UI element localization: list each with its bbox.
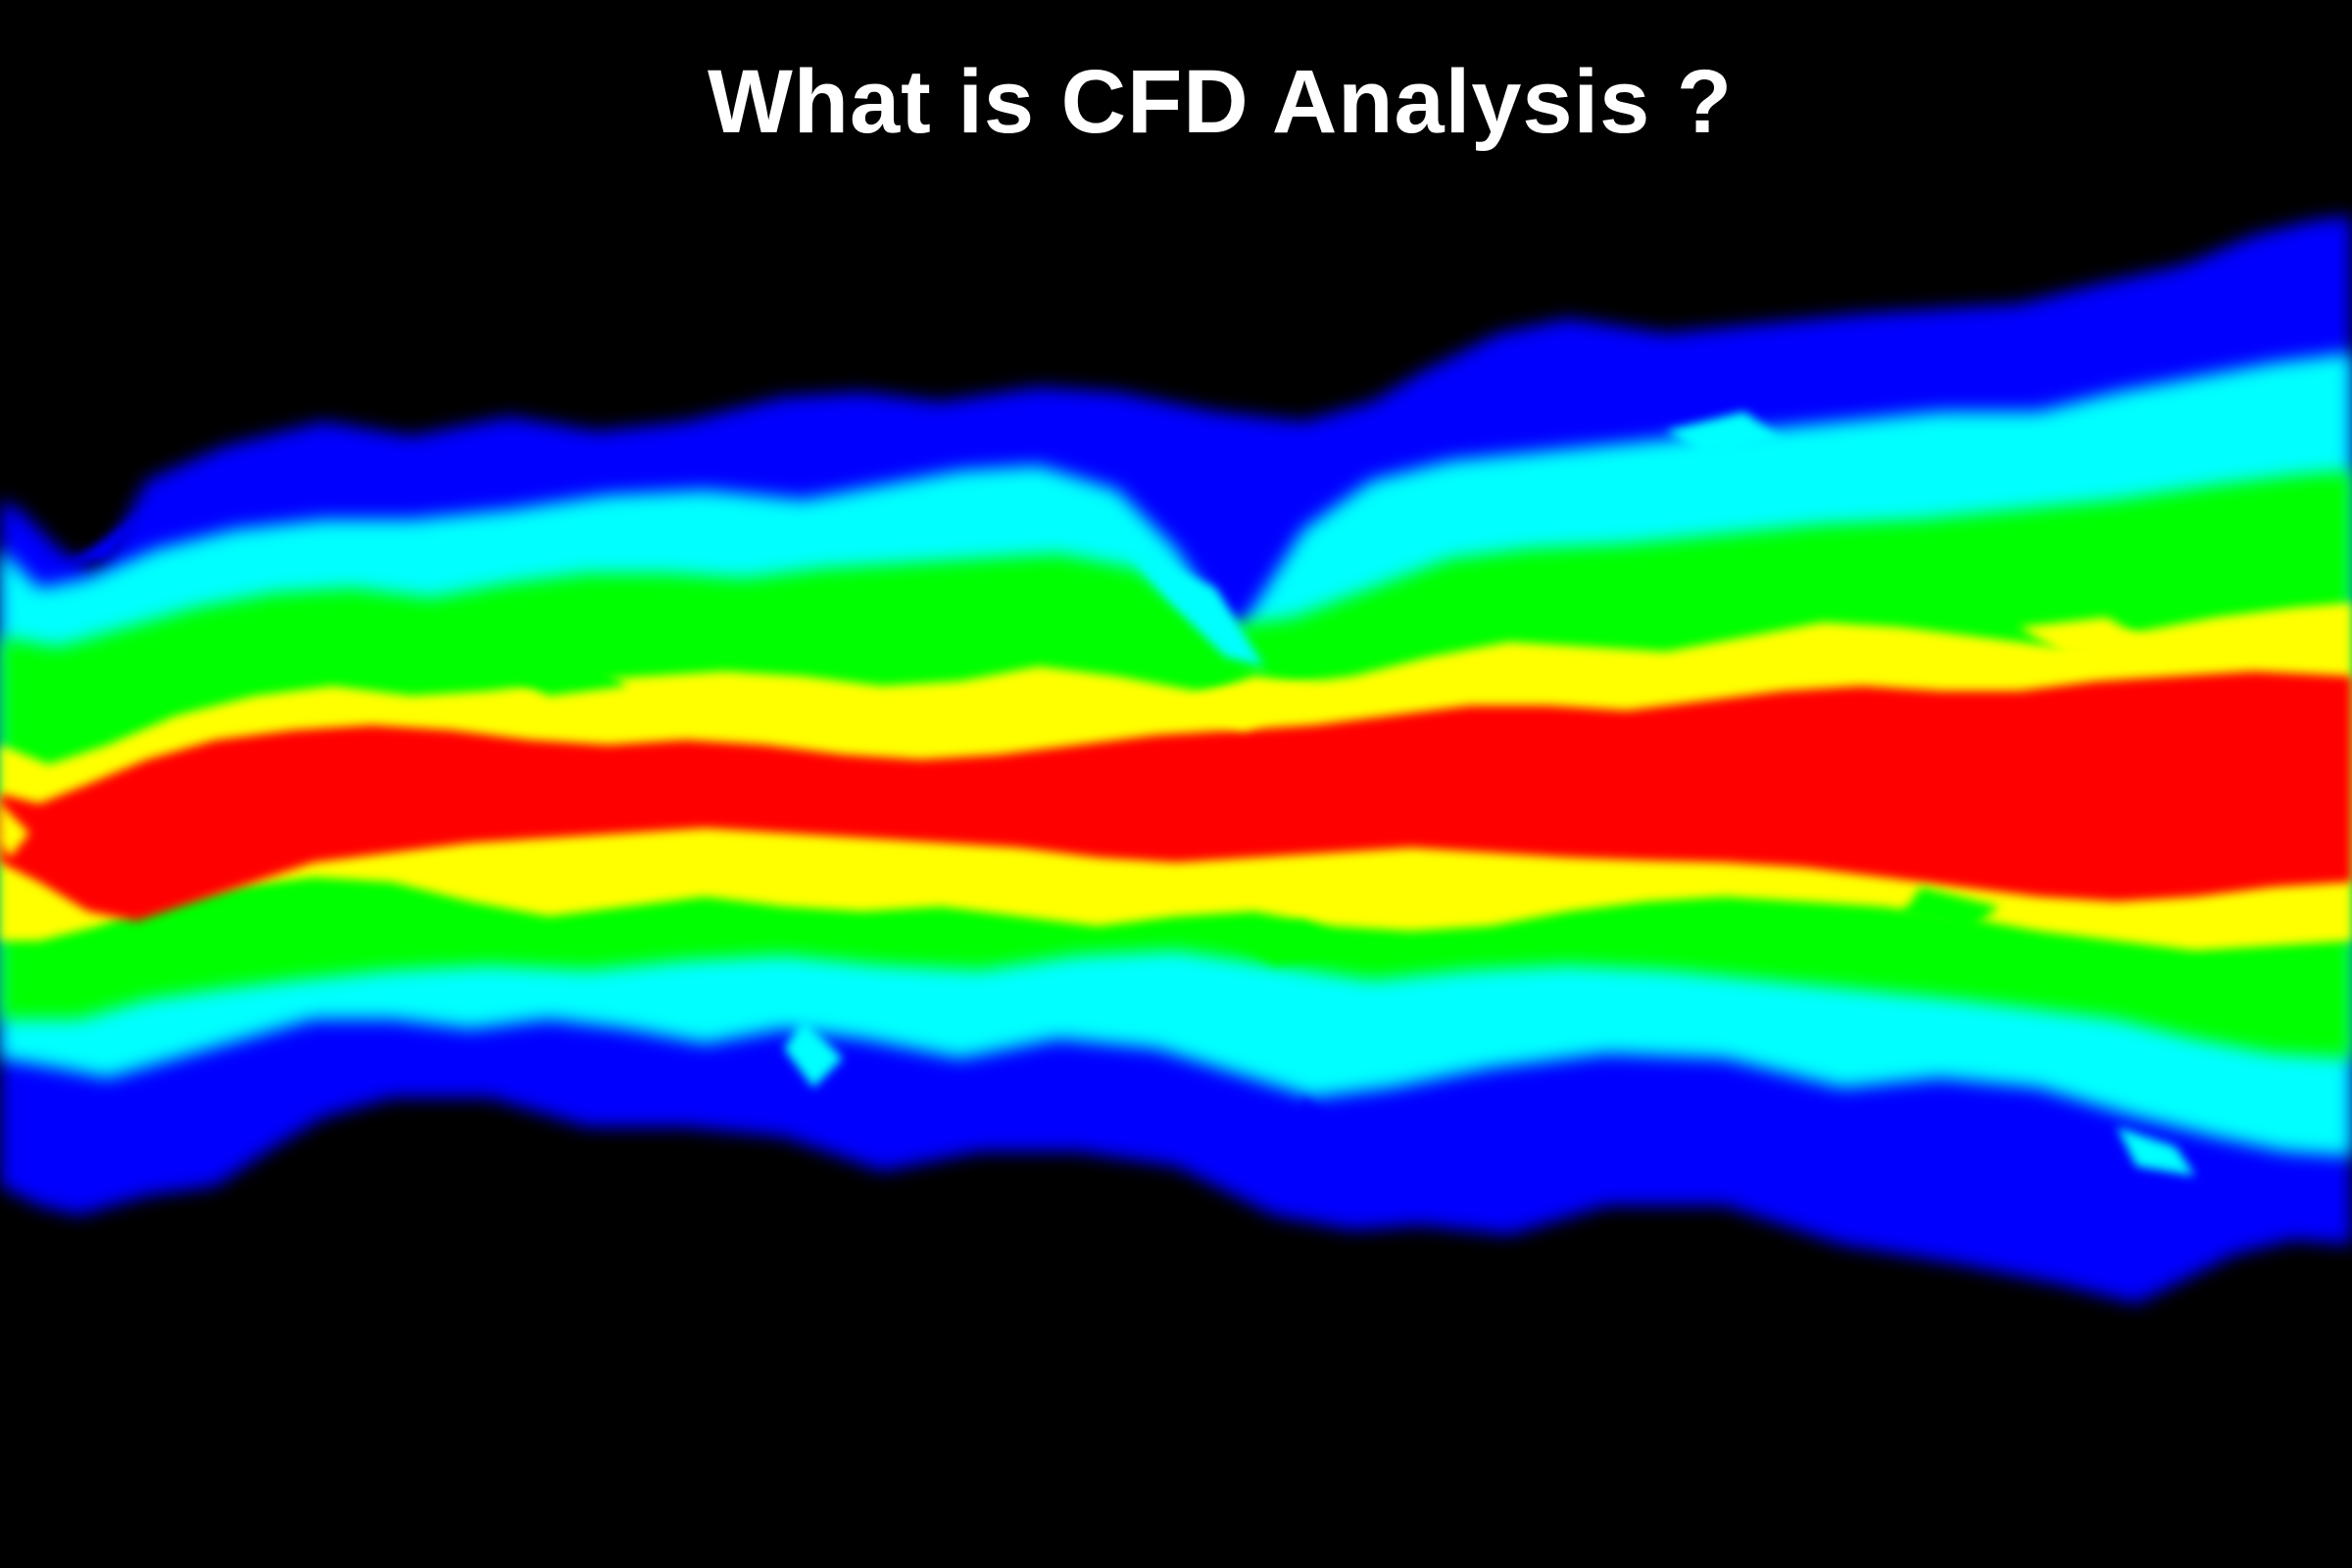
turbulence-streaks [0,412,2195,1176]
slide-title: What is CFD Analysis ? [707,52,1734,152]
contour-band-red [0,671,2352,921]
